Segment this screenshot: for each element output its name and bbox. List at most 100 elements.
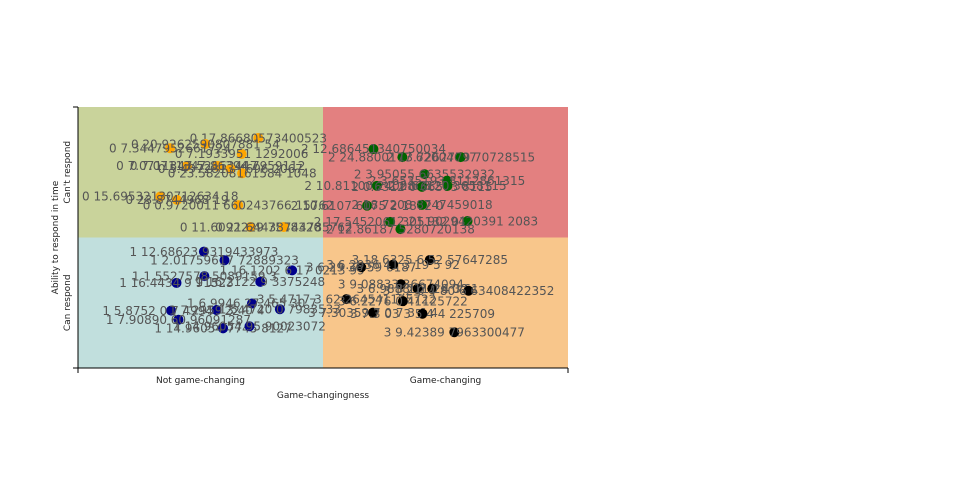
data-point (199, 271, 210, 282)
data-point-label: 2 17.5452061 305132 01 (314, 215, 467, 229)
data-point-label: 2 3.6535193 8112861315 (369, 174, 526, 188)
data-point (200, 139, 211, 150)
data-point (244, 321, 255, 332)
data-point (233, 200, 244, 211)
data-point-label: 1 12.68623 9319433973 (129, 245, 278, 259)
data-point (171, 277, 182, 288)
data-point-label: 3 7.3 03 3 5 4 4 225709 (350, 307, 495, 321)
data-point (462, 216, 473, 227)
data-point (237, 168, 248, 179)
data-point (246, 298, 257, 309)
data-point-label: 2 3.95055 6635532932 (354, 167, 495, 181)
data-point (388, 259, 399, 270)
quadrant-bottom-left (78, 237, 323, 368)
data-point-label: 1 5.4720 0 7983533 (219, 302, 341, 316)
data-point-label: 1 16.4434 9 91523 (119, 276, 234, 290)
data-point-label: 2 13.7262779 70728515 (386, 150, 535, 164)
x-axis-title: Game-changingness (277, 391, 369, 401)
data-point (287, 265, 298, 276)
data-point (395, 224, 406, 235)
data-point-label: 3 9.42389 7963300477 (384, 325, 525, 339)
data-point (385, 216, 396, 227)
data-point (211, 305, 222, 316)
data-point-label: 0 17.86680573400523 (190, 131, 327, 145)
data-point-label: 1 16.2122 9 3375248 (195, 275, 325, 289)
data-point-label: 1 5.8752 0 7 49949 22 (102, 304, 239, 318)
y-axis-title: Ability to respond in time (51, 180, 61, 294)
data-point (463, 285, 474, 296)
data-point-label: 0 21.64438744785762 (215, 220, 352, 234)
data-point-label: 3 5.4717 3 62 264541125722 (257, 292, 436, 306)
data-point (341, 294, 352, 305)
x-tick-label: Game-changing (410, 376, 482, 386)
data-point-label: 2 10.6107 6075 2 1872 0 (291, 199, 444, 213)
data-point (181, 160, 192, 171)
axes (77, 107, 568, 369)
data-point (397, 296, 408, 307)
data-point-label: 2 12.686451340750034 (301, 142, 446, 156)
data-point-label: 2 24.8800177 62004697 (328, 150, 477, 164)
x-tick-label: Not game-changing (156, 376, 245, 386)
data-point (198, 246, 209, 257)
data-point (255, 276, 266, 287)
quadrant-bottom-right (323, 237, 568, 368)
data-point (424, 254, 435, 265)
data-point (165, 143, 176, 154)
data-point (245, 222, 256, 233)
y-tick-label: Can't respond (63, 141, 73, 204)
data-point-label: 2 21.9029420391 2083 (397, 214, 538, 228)
data-point-label: 1 16.1202 6 17 0213 99 (220, 264, 365, 278)
data-point-label: 1 14.96054 95 90023072 (173, 319, 326, 333)
data-point (173, 314, 184, 325)
data-point-label: 0 5.4972813 4696 2067 (158, 162, 303, 176)
data-point-label: 3 6.2276 0 41125722 (338, 294, 468, 308)
data-point-label: 1 14.96054 7745 8127 (154, 322, 291, 336)
data-point (166, 305, 177, 316)
data-point-label: 3 6.2936 41 3 19 5 92 (326, 258, 460, 272)
data-point-label: 2 0.63120 3658115 (388, 179, 506, 193)
data-point-label: 0 23.8744968 19 (125, 193, 228, 207)
data-point-label: 3 1.2 0 4 80 6 63408422352 (383, 284, 555, 298)
y-tick-label: Can respond (63, 274, 73, 331)
data-point (368, 144, 379, 155)
data-point (274, 304, 285, 315)
data-point-label: 3 1.2 0 4 32 (396, 282, 469, 296)
data-point (442, 180, 453, 191)
quadrant-top-left (78, 107, 323, 238)
data-point-label: 0 0.9720011 660243766 15762 (143, 198, 334, 212)
data-point-label: 0 23.58208161584 1048 (168, 166, 317, 180)
data-point (225, 163, 236, 174)
data-point (171, 194, 182, 205)
data-point-label: 1 7.90890 60 96091287 (106, 313, 251, 327)
data-point (155, 191, 166, 202)
data-point-label: 0 7.1933951 1292006 (175, 147, 309, 161)
data-point-label: 0 7.3447952661724 (109, 141, 231, 155)
data-point-label: 2 12.86187 5280720138 (326, 222, 475, 236)
data-point-label: 0 15.69532130712634 18 (82, 190, 239, 204)
data-point-label: 0 7.0711347 86394 7959112 (130, 159, 306, 173)
data-point (427, 283, 438, 294)
data-point (419, 169, 430, 180)
data-point-label: 2 18.7208 8747459018 (351, 198, 492, 212)
data-point (253, 133, 264, 144)
quadrant-top-right (323, 107, 568, 238)
data-point-label: 1 2.01759617 72889323 (150, 253, 299, 267)
data-point (278, 222, 289, 233)
data-point (417, 308, 428, 319)
data-point (395, 279, 406, 290)
data-point (219, 255, 230, 266)
data-point (416, 199, 427, 210)
data-point (449, 327, 460, 338)
data-point (397, 152, 408, 163)
data-point (218, 323, 229, 334)
data-point (367, 307, 378, 318)
data-point (455, 152, 466, 163)
data-point-label: 2 0.6312 0 66583 8115 (351, 180, 492, 194)
data-point (212, 160, 223, 171)
data-point (362, 200, 373, 211)
data-point (416, 181, 427, 192)
data-point-label: 3 7.30359 7 0 7 3 6 4 (308, 306, 438, 320)
data-point (236, 148, 247, 159)
